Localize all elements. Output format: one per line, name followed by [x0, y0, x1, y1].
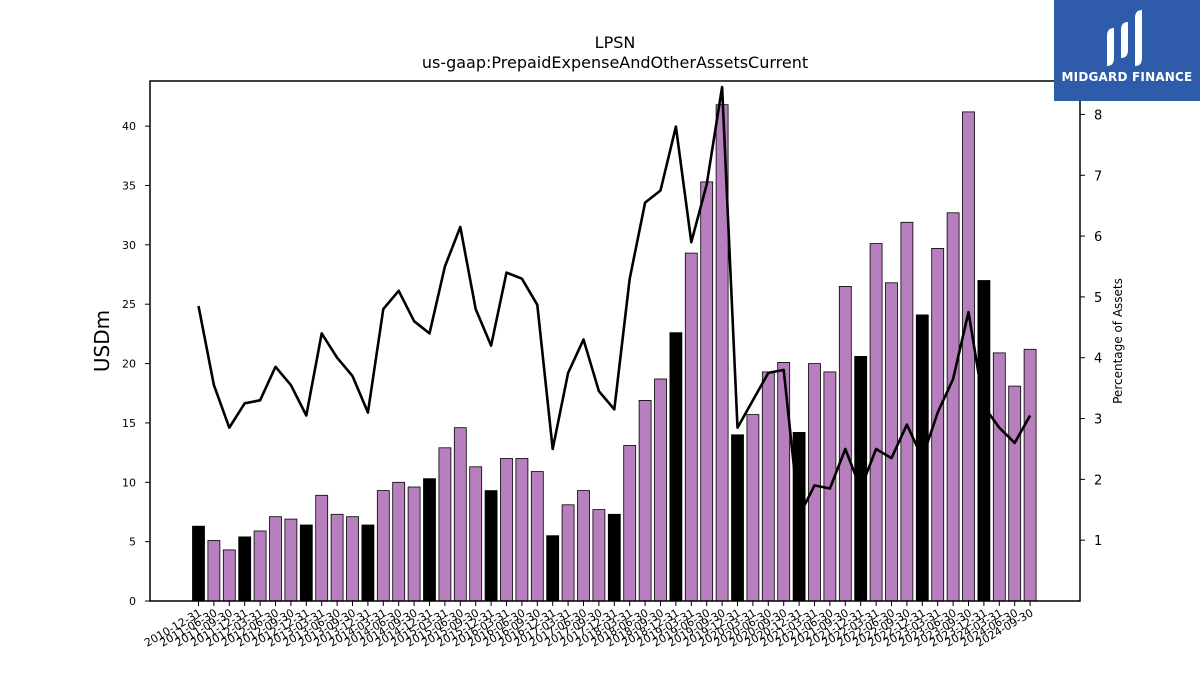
bar	[376, 490, 390, 602]
y2-tick-label: 5	[1094, 291, 1102, 306]
y-axis-label: USDm	[90, 310, 114, 372]
bar	[623, 445, 637, 602]
plot-frame	[149, 80, 1081, 602]
bar	[238, 536, 252, 602]
y2-tick-label: 4	[1094, 352, 1102, 367]
bar	[253, 530, 267, 602]
bar	[1008, 385, 1022, 602]
bar	[515, 458, 529, 602]
bar	[761, 371, 775, 602]
bar	[977, 280, 991, 602]
bar	[577, 490, 590, 602]
series-line	[197, 85, 1032, 518]
bar	[407, 486, 421, 602]
chart-subtitle: us-gaap:PrepaidExpenseAndOtherAssetsCurr…	[422, 53, 808, 72]
y-tick-label: 0	[129, 595, 136, 608]
logo-text: MIDGARD FINANCE	[1061, 70, 1193, 84]
bar	[392, 481, 406, 602]
bar	[269, 516, 282, 602]
chart-title: LPSN	[595, 33, 636, 52]
bar	[669, 332, 683, 602]
y-tick-label: 35	[122, 179, 136, 192]
y2-tick-label: 2	[1094, 473, 1102, 488]
bar	[731, 434, 744, 602]
y-tick-label: 30	[122, 239, 136, 252]
midgard-finance-logo: MIDGARD FINANCE	[1054, 0, 1200, 101]
y2-tick-label: 3	[1094, 413, 1102, 428]
logo-mark-icon	[1107, 10, 1142, 66]
bar	[438, 447, 452, 602]
axes: 0510152025303540123456782010-12-312011-0…	[122, 80, 1102, 650]
bar	[1023, 348, 1037, 602]
y2-tick-label: 8	[1094, 108, 1102, 123]
y2-tick-label: 1	[1094, 534, 1102, 549]
bar	[207, 540, 221, 602]
y2-tick-label: 7	[1094, 169, 1102, 184]
bar	[900, 221, 914, 602]
y-tick-label: 20	[122, 358, 136, 371]
bar	[192, 525, 205, 602]
bar	[746, 414, 760, 602]
bar	[484, 490, 498, 602]
bar	[869, 243, 883, 602]
bar	[453, 427, 467, 602]
y-tick-label: 15	[122, 417, 136, 430]
y2-tick-label: 6	[1094, 230, 1102, 245]
bar	[222, 549, 236, 602]
bar	[992, 352, 1006, 602]
y2-axis-label: Percentage of Assets	[1111, 278, 1125, 404]
bar	[607, 513, 621, 602]
bar	[500, 458, 513, 602]
bar	[638, 399, 652, 602]
bar	[284, 518, 298, 602]
bar	[546, 535, 560, 602]
bar	[946, 212, 960, 602]
line-series	[197, 85, 1032, 518]
bar	[592, 509, 606, 602]
bar	[962, 111, 975, 602]
y-tick-label: 10	[122, 476, 136, 489]
y-tick-label: 25	[122, 298, 136, 311]
bar	[808, 363, 821, 602]
bar	[330, 513, 344, 602]
y-tick-label: 5	[129, 536, 136, 549]
bar	[299, 524, 313, 602]
bar	[315, 494, 329, 602]
bar	[654, 378, 667, 602]
bar	[361, 524, 375, 602]
bar	[423, 478, 436, 602]
bar	[885, 282, 898, 602]
bar	[346, 516, 359, 602]
y-tick-label: 40	[122, 120, 136, 133]
bar	[838, 285, 852, 602]
bar	[530, 471, 544, 602]
bar	[684, 252, 698, 602]
bar	[469, 466, 483, 602]
bar	[700, 181, 714, 602]
bar	[561, 504, 575, 602]
